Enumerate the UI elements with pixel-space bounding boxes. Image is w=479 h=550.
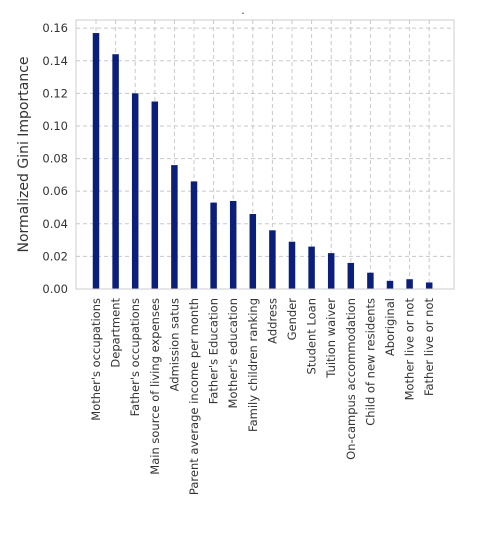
x-tick-label: Child of new residents [363, 298, 377, 426]
y-axis-label: Normalized Gini Importance [16, 56, 32, 252]
bar [210, 202, 217, 289]
bar [386, 280, 394, 289]
bar [308, 246, 315, 289]
y-tick-label: 0.10 [42, 119, 68, 133]
bar [112, 54, 119, 290]
bar [92, 33, 100, 290]
y-tick-label: 0.06 [42, 184, 68, 198]
bar [288, 241, 296, 289]
y-tick-label: 0.00 [42, 282, 68, 296]
x-tick-label: Father's occupations [128, 298, 142, 416]
x-tick-label: Father's Education [207, 298, 221, 404]
bar [425, 282, 433, 289]
bar [406, 279, 413, 289]
bars-layer [92, 33, 433, 290]
x-tick-label: Main source of living expenses [148, 298, 162, 475]
bar [171, 165, 178, 289]
plot-frame [75, 19, 455, 290]
y-tick-label: 0.08 [42, 152, 68, 166]
x-tick-label: Family children ranking [246, 298, 260, 432]
x-tick-label: Department [109, 298, 123, 368]
y-tick-label: 0.14 [42, 54, 68, 68]
y-tick-labels: 0.00 0.02 0.04 0.06 0.08 0.10 0.12 0.14 0.16 [42, 21, 68, 296]
x-tick-labels: Mother's occupations Department Father's o… [89, 298, 436, 496]
bar [190, 181, 198, 289]
bar [229, 200, 237, 289]
bar [269, 230, 276, 289]
x-tick-label: Mother's occupations [89, 298, 103, 421]
x-tick-label: Admission satus [167, 298, 181, 391]
x-tick-label: Mother live or not [403, 298, 417, 401]
y-tick-label: 0.02 [42, 249, 68, 263]
y-tick-label: 0.16 [42, 21, 68, 35]
bar [151, 101, 159, 289]
bar [249, 214, 257, 289]
x-tick-label: Parent average income per month [187, 298, 201, 495]
bar [347, 262, 355, 289]
x-tick-label: Student Loan [305, 298, 319, 375]
x-tick-label: Aboriginal [383, 298, 397, 356]
x-tick-label: Address [265, 298, 279, 344]
chart-title: . [241, 4, 245, 17]
x-tick-label: Gender [285, 298, 299, 341]
x-tick-label: On-campus accommodation [344, 298, 358, 460]
bar [131, 93, 139, 289]
bar [367, 272, 374, 289]
y-tick-label: 0.12 [42, 86, 68, 100]
y-tick-label: 0.04 [42, 217, 68, 231]
x-tick-label: Father live or not [422, 298, 436, 397]
bar [327, 253, 335, 289]
x-tick-label: Mother's education [226, 298, 240, 408]
x-tick-label: Tuition waiver [324, 298, 338, 379]
